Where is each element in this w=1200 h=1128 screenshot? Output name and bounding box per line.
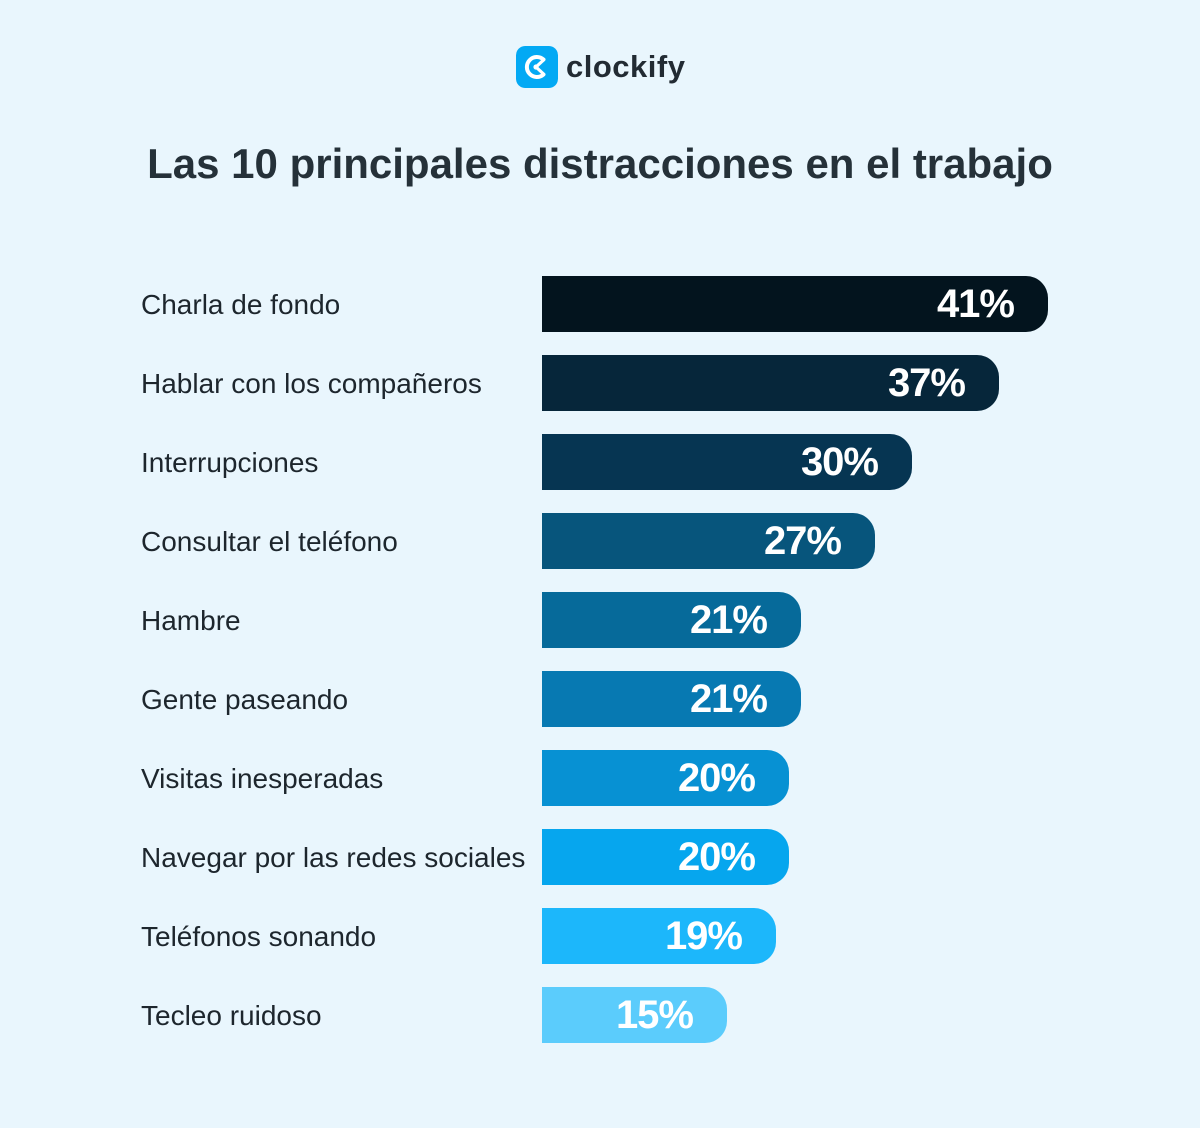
- bar: 20%: [542, 750, 789, 806]
- bar: 41%: [542, 276, 1048, 332]
- category-label: Charla de fondo: [141, 288, 341, 320]
- bar: 21%: [542, 592, 801, 648]
- category-label: Consultar el teléfono: [141, 525, 398, 557]
- bar: 30%: [542, 434, 912, 490]
- category-label: Gente paseando: [141, 683, 349, 715]
- bar-value-label: 19%: [664, 913, 743, 958]
- bar-value-label: 21%: [689, 676, 768, 721]
- category-label: Navegar por las redes sociales: [141, 841, 526, 873]
- brand-name: clockify: [566, 49, 686, 84]
- category-label: Teléfonos sonando: [141, 920, 377, 952]
- category-label: Visitas inesperadas: [141, 762, 384, 794]
- category-label: Hablar con los compañeros: [141, 367, 482, 399]
- bar: 15%: [542, 987, 727, 1043]
- bar-value-label: 20%: [677, 755, 756, 800]
- bar-value-label: 41%: [936, 281, 1015, 326]
- category-label: Tecleo ruidoso: [141, 999, 322, 1031]
- bar: 21%: [542, 671, 801, 727]
- bar-value-label: 37%: [887, 360, 966, 405]
- bar: 20%: [542, 829, 789, 885]
- clockify-logo-icon: [516, 46, 558, 88]
- bar-value-label: 15%: [615, 992, 694, 1037]
- bar-value-label: 27%: [763, 518, 842, 563]
- chart-title: Las 10 principales distracciones en el t…: [147, 140, 1053, 187]
- bar-value-label: 20%: [677, 834, 756, 879]
- bar: 37%: [542, 355, 999, 411]
- bar: 19%: [542, 908, 776, 964]
- brand-logo: clockify: [516, 45, 685, 89]
- bar-value-label: 30%: [800, 439, 879, 484]
- bar: 27%: [542, 513, 875, 569]
- bar-value-label: 21%: [689, 597, 768, 642]
- category-label: Hambre: [141, 604, 241, 636]
- category-label: Interrupciones: [141, 446, 319, 478]
